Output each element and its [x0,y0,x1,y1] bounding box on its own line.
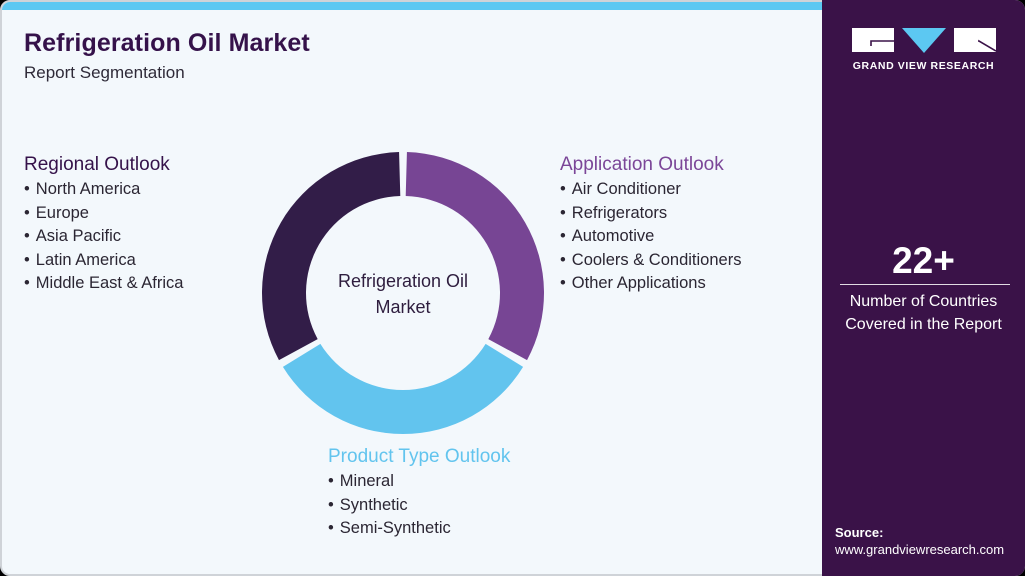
list-item: Latin America [24,249,183,273]
list-item: Asia Pacific [24,225,183,249]
donut-center-label-line1: Refrigeration Oil [337,271,469,291]
list-item: Coolers & Conditioners [560,249,742,273]
list-item: Refrigerators [560,202,741,226]
list-item: Semi-Synthetic [328,517,510,541]
list-item: Europe [24,202,183,226]
donut-segment-regional-outlook [262,152,401,361]
side-panel [822,0,1025,576]
product-type-outlook-list: Mineral Synthetic Semi-Synthetic [328,470,510,541]
regional-outlook-list: North America Europe Asia Pacific Latin … [24,178,184,296]
gvr-logo-icon [852,28,996,53]
stat-caption-line1: Number of Countries [849,293,998,310]
source-label: Source: [835,525,884,540]
regional-outlook-heading: Regional Outlook [24,154,170,175]
page-title: Refrigeration Oil Market [24,29,310,57]
donut-center-label-line2: Market [375,297,431,317]
stat-caption-line2: Covered in the Report [845,315,1002,333]
list-item: North America [24,178,183,202]
list-item: Mineral [328,470,510,494]
stat-caption: Number of Countries Covered in the Repor… [822,291,1025,336]
list-item: Air Conditioner [560,178,741,202]
donut-segment-application-outlook [405,152,544,361]
product-type-outlook-heading: Product Type Outlook [328,446,511,467]
list-item: Middle East & Africa [24,272,184,296]
list-item: Synthetic [328,494,510,518]
stat-divider [840,284,1010,285]
application-outlook-heading: Application Outlook [560,154,724,175]
donut-center-label: Refrigeration Oil Market [260,268,546,320]
application-outlook-list: Air Conditioner Refrigerators Automotive… [560,178,742,296]
donut-segment-product-type-outlook [282,343,524,434]
application-outlook-section: Application Outlook Air Conditioner Refr… [560,154,741,296]
regional-outlook-section: Regional Outlook North America Europe As… [24,154,183,296]
source-link[interactable]: www.grandviewresearch.com [835,542,1005,557]
stat-number: 22+ [892,240,955,281]
accent-bar [2,2,826,10]
product-type-outlook-section: Product Type Outlook Mineral Synthetic S… [328,446,510,541]
logo-text: GRAND VIEW RESEARCH [852,60,995,72]
page-subtitle: Report Segmentation [24,63,185,82]
list-item: Other Applications [560,272,741,296]
segmentation-donut-chart [262,152,544,434]
list-item: Automotive [560,225,741,249]
